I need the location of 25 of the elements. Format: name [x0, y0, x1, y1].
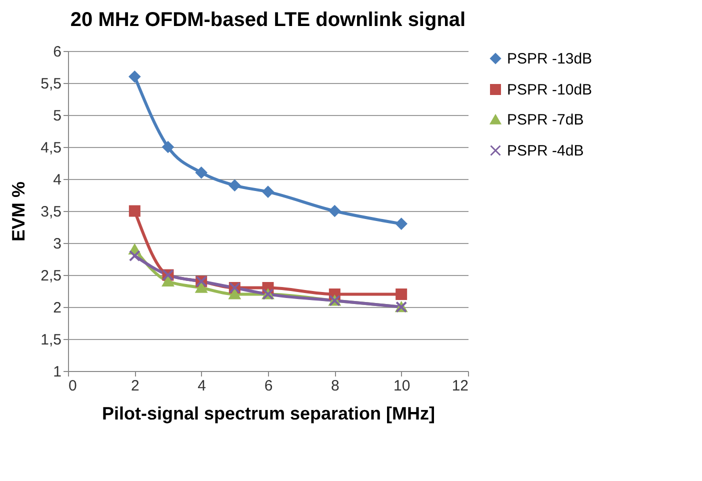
x-tick-label: 8 [330, 378, 340, 394]
legend-label: PSPR -7dB [507, 112, 584, 128]
x-tick-label: 10 [393, 378, 410, 394]
y-tick-label: 5,5 [40, 76, 62, 92]
y-tick-label: 2 [53, 300, 62, 316]
x-tick-label: 2 [130, 378, 140, 394]
legend-label: PSPR -13dB [507, 50, 592, 68]
y-tick-label: 3 [53, 236, 62, 252]
x-tick-label: 12 [452, 378, 468, 394]
y-tick-label: 6 [53, 44, 62, 60]
x-tick-label: 0 [68, 378, 77, 394]
legend-label: PSPR -4dB [507, 142, 584, 160]
y-tick-label: 3,5 [40, 204, 62, 220]
chart-title: 20 MHz OFDM-based LTE downlink signal [70, 9, 466, 31]
x-tick-label: 6 [264, 378, 273, 394]
y-tick-label: 4 [53, 172, 62, 188]
y-tick-label: 1,5 [40, 332, 62, 348]
x-tick-label: 4 [198, 378, 206, 394]
y-axis-title: EVM % [8, 181, 29, 242]
y-tick-label: 4,5 [40, 140, 62, 156]
y-tick-label: 1 [53, 364, 62, 380]
y-tick-label: 2,5 [40, 268, 62, 284]
legend-label: PSPR -10dB [507, 82, 592, 98]
y-tick-label: 5 [53, 108, 62, 124]
x-axis-title: Pilot-signal spectrum separation [MHz] [102, 404, 436, 424]
